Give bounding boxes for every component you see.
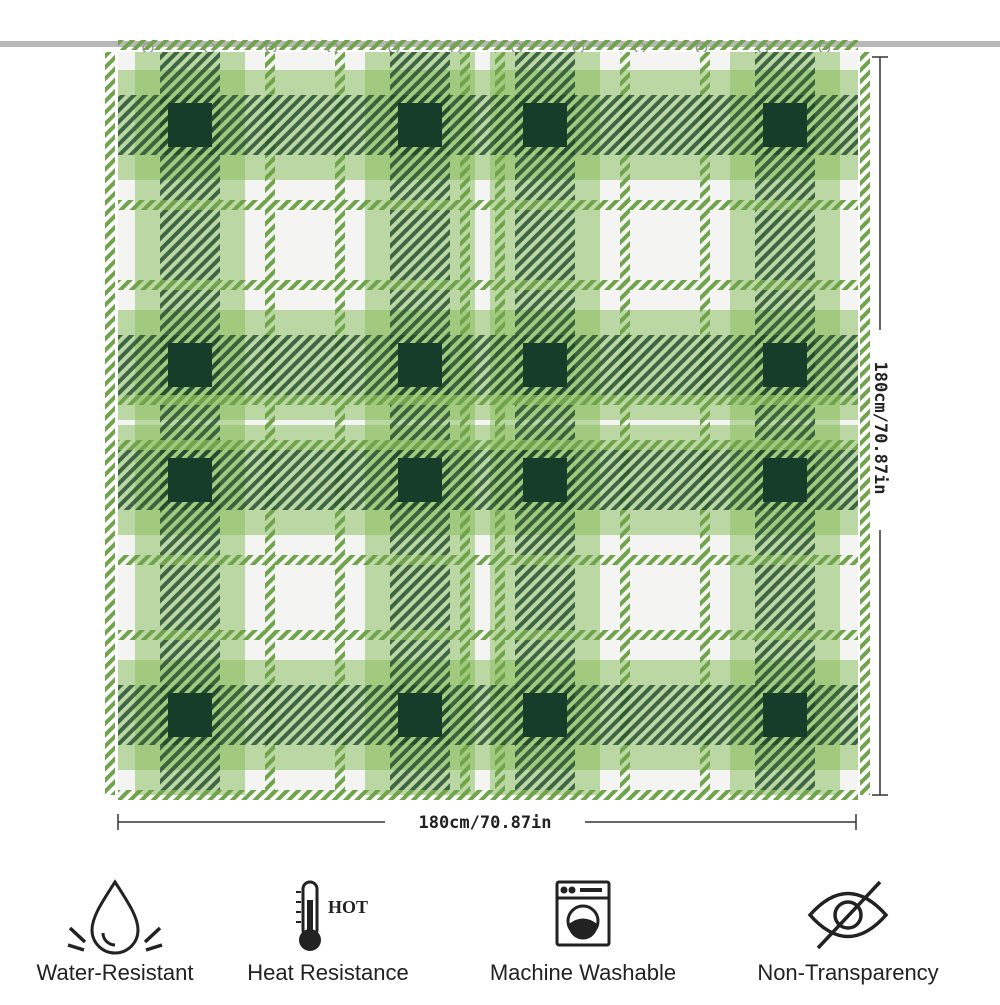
h-hatch [118, 95, 858, 155]
h-line [118, 790, 858, 800]
h-hatch [118, 450, 858, 510]
dark-square [398, 103, 442, 147]
h-hatch [118, 685, 858, 745]
v-line [265, 52, 275, 795]
dark-square [763, 343, 807, 387]
v-hatch [390, 52, 450, 795]
heat-icon: HOT [296, 880, 368, 951]
feature-label: Machine Washable [490, 960, 676, 985]
curtain [105, 40, 870, 800]
h-line [118, 630, 858, 640]
dark-square [168, 343, 212, 387]
dark-square [168, 103, 212, 147]
feature-label: Heat Resistance [247, 960, 408, 985]
v-hatch [160, 52, 220, 795]
non-transparency-icon [807, 880, 889, 950]
water-icon [67, 879, 163, 955]
feature-label: Water-Resistant [37, 960, 194, 985]
feature-label: Non-Transparency [757, 960, 938, 985]
v-line [105, 52, 115, 795]
width-label: 180cm/70.87in [418, 813, 551, 833]
h-line [118, 395, 858, 405]
h-line [118, 280, 858, 290]
v-hatch [515, 52, 575, 795]
v-line [460, 52, 470, 795]
height-label: 180cm/70.87in [870, 361, 890, 494]
v-line [335, 52, 345, 795]
hot-label: HOT [328, 897, 368, 917]
v-line [860, 52, 870, 795]
dark-square [523, 458, 567, 502]
dark-square [398, 458, 442, 502]
h-line [118, 200, 858, 210]
height-dimension: 180cm/70.87in [870, 56, 890, 796]
dark-square [763, 693, 807, 737]
feature-labels: Water-Resistant Heat Resistance Machine Wa… [37, 960, 939, 985]
h-line [118, 40, 858, 50]
dark-square [398, 693, 442, 737]
dark-square [168, 458, 212, 502]
v-line [700, 52, 710, 795]
plaid-pattern [105, 40, 870, 800]
width-dimension: 180cm/70.87in [117, 813, 857, 833]
v-line [620, 52, 630, 795]
v-hatch [755, 52, 815, 795]
dark-square [523, 693, 567, 737]
dark-square [763, 103, 807, 147]
washer-icon [555, 880, 611, 947]
dark-square [763, 458, 807, 502]
dark-square [168, 693, 212, 737]
dark-square [398, 343, 442, 387]
h-line [118, 440, 858, 450]
h-hatch [118, 335, 858, 395]
h-line [118, 555, 858, 565]
v-line [495, 52, 505, 795]
dark-square [523, 343, 567, 387]
dark-square [523, 103, 567, 147]
